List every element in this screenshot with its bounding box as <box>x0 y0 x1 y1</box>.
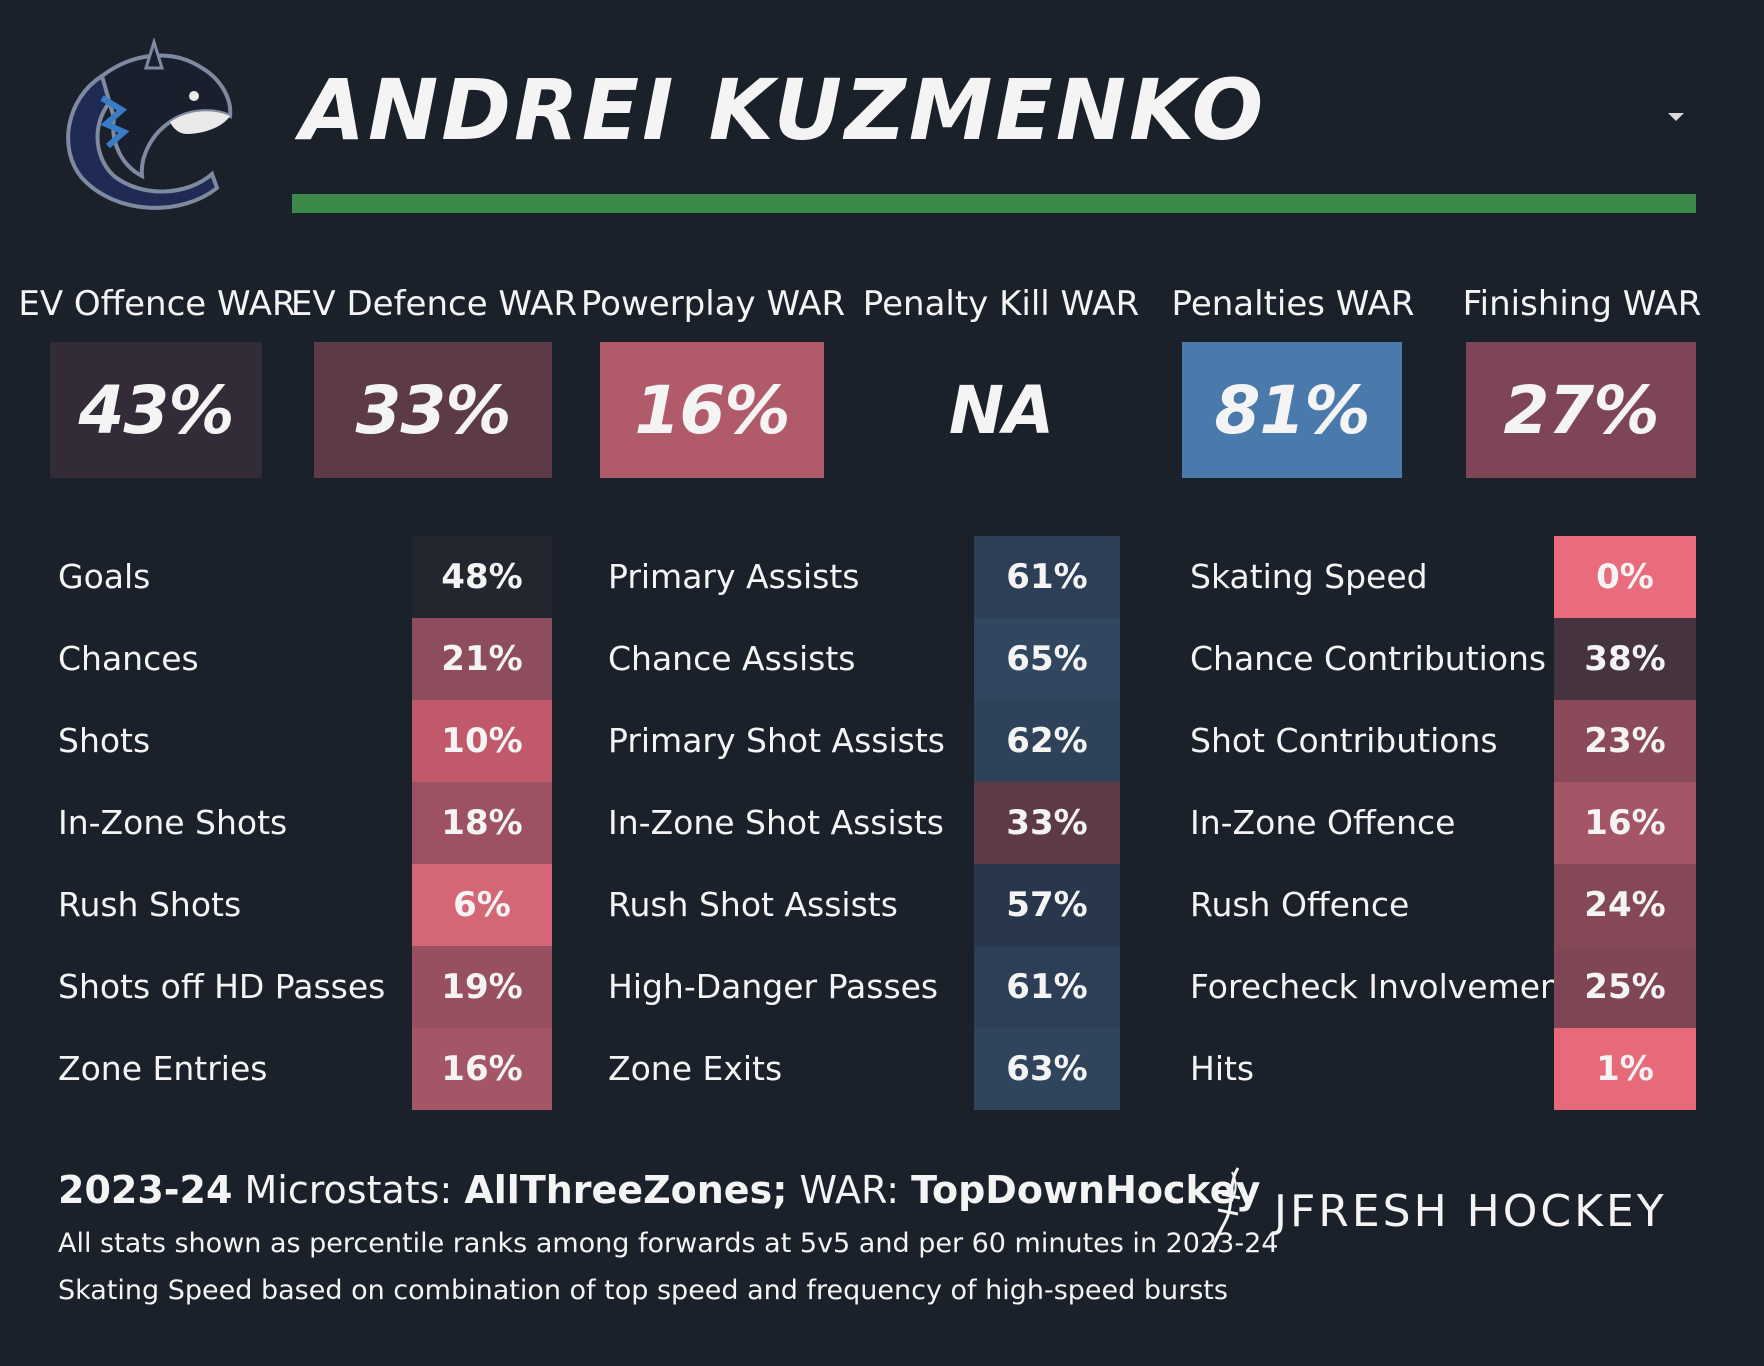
stat-percentile: 24% <box>1554 864 1696 946</box>
stat-percentile: 0% <box>1554 536 1696 618</box>
player-name: ANDREI KUZMENKO <box>300 61 1267 159</box>
stat-percentile: 62% <box>974 700 1120 782</box>
stat-label: High-Danger Passes <box>608 967 939 1006</box>
canucks-orca-logo-icon <box>62 36 250 218</box>
war-label: Penalties WAR <box>1171 284 1415 324</box>
stat-percentile: 57% <box>974 864 1120 946</box>
stat-percentile: 61% <box>974 536 1120 618</box>
stat-label: Zone Entries <box>58 1049 268 1088</box>
stat-label: Zone Exits <box>608 1049 783 1088</box>
footer-season: 2023-24 <box>58 1168 233 1212</box>
brand-name: JFRESH HOCKEY <box>1274 1185 1667 1237</box>
war-value: 33% <box>314 342 552 478</box>
stat-percentile: 33% <box>974 782 1120 864</box>
caret-down-icon[interactable] <box>1664 108 1688 126</box>
footer-microstats-label: Microstats: <box>244 1168 453 1212</box>
brand-block: JFRESH HOCKEY <box>1208 1166 1667 1256</box>
stat-percentile: 48% <box>412 536 552 618</box>
stat-percentile: 1% <box>1554 1028 1696 1110</box>
stat-label: Skating Speed <box>1190 557 1428 596</box>
footer-microstats-source: AllThreeZones; <box>464 1168 788 1212</box>
stat-percentile: 16% <box>412 1028 552 1110</box>
stat-label: Hits <box>1190 1049 1255 1088</box>
war-value: 27% <box>1466 342 1696 478</box>
jfresh-signature-logo-icon <box>1208 1164 1248 1259</box>
stat-label: Shots <box>58 721 151 760</box>
war-value: 43% <box>50 342 262 478</box>
stat-label: Shot Contributions <box>1190 721 1498 760</box>
stat-label: Forecheck Involvement <box>1190 967 1574 1006</box>
stat-label: Chances <box>58 639 199 678</box>
stat-percentile: 61% <box>974 946 1120 1028</box>
stat-label: Chance Contributions <box>1190 639 1547 678</box>
war-value: NA <box>880 342 1122 478</box>
stat-label: Goals <box>58 557 151 596</box>
footer-war-label: WAR: <box>799 1168 900 1212</box>
footer-war-source: TopDownHockey <box>911 1168 1261 1212</box>
war-label: Powerplay WAR <box>580 284 846 324</box>
stat-label: In-Zone Offence <box>1190 803 1456 842</box>
stat-label: Primary Shot Assists <box>608 721 945 760</box>
stat-percentile: 10% <box>412 700 552 782</box>
stat-label: Rush Offence <box>1190 885 1410 924</box>
stat-percentile: 23% <box>1554 700 1696 782</box>
title-underline <box>292 194 1696 213</box>
war-label: EV Defence WAR <box>290 284 578 324</box>
stat-percentile: 16% <box>1554 782 1696 864</box>
footer-note-percentiles: All stats shown as percentile ranks amon… <box>58 1228 1279 1259</box>
war-label: EV Offence WAR <box>18 284 296 324</box>
stat-label: Chance Assists <box>608 639 856 678</box>
footer-sources: 2023-24 Microstats: AllThreeZones; WAR: … <box>58 1168 1260 1212</box>
stat-percentile: 6% <box>412 864 552 946</box>
war-value: 16% <box>600 342 824 478</box>
stat-label: In-Zone Shot Assists <box>608 803 944 842</box>
stat-label: Primary Assists <box>608 557 860 596</box>
stat-percentile: 38% <box>1554 618 1696 700</box>
stat-percentile: 19% <box>412 946 552 1028</box>
footer-note-skating: Skating Speed based on combination of to… <box>58 1275 1228 1306</box>
stat-percentile: 63% <box>974 1028 1120 1110</box>
war-label: Finishing WAR <box>1462 284 1702 324</box>
stat-label: In-Zone Shots <box>58 803 288 842</box>
stat-label: Shots off HD Passes <box>58 967 386 1006</box>
war-value: 81% <box>1182 342 1402 478</box>
stat-percentile: 21% <box>412 618 552 700</box>
stat-percentile: 65% <box>974 618 1120 700</box>
stat-percentile: 25% <box>1554 946 1696 1028</box>
stat-percentile: 18% <box>412 782 552 864</box>
stat-label: Rush Shots <box>58 885 242 924</box>
stat-label: Rush Shot Assists <box>608 885 898 924</box>
war-label: Penalty Kill WAR <box>862 284 1140 324</box>
